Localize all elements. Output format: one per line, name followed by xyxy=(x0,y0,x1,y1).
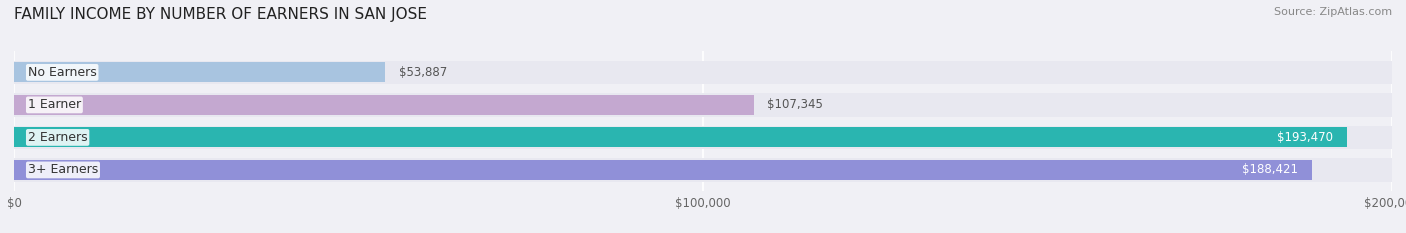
Bar xyxy=(14,61,1392,84)
Text: 3+ Earners: 3+ Earners xyxy=(28,163,98,176)
Text: $53,887: $53,887 xyxy=(399,66,447,79)
Text: No Earners: No Earners xyxy=(28,66,97,79)
Text: FAMILY INCOME BY NUMBER OF EARNERS IN SAN JOSE: FAMILY INCOME BY NUMBER OF EARNERS IN SA… xyxy=(14,7,427,22)
Text: $188,421: $188,421 xyxy=(1243,163,1298,176)
Text: $107,345: $107,345 xyxy=(768,98,824,111)
Text: $193,470: $193,470 xyxy=(1277,131,1333,144)
Bar xyxy=(14,127,1347,147)
Bar xyxy=(14,158,1392,182)
Text: 2 Earners: 2 Earners xyxy=(28,131,87,144)
Bar xyxy=(14,126,1392,149)
Bar xyxy=(14,62,385,82)
Text: 1 Earner: 1 Earner xyxy=(28,98,82,111)
Bar xyxy=(14,93,1392,116)
Bar xyxy=(14,160,1312,180)
Text: Source: ZipAtlas.com: Source: ZipAtlas.com xyxy=(1274,7,1392,17)
Bar xyxy=(14,95,754,115)
